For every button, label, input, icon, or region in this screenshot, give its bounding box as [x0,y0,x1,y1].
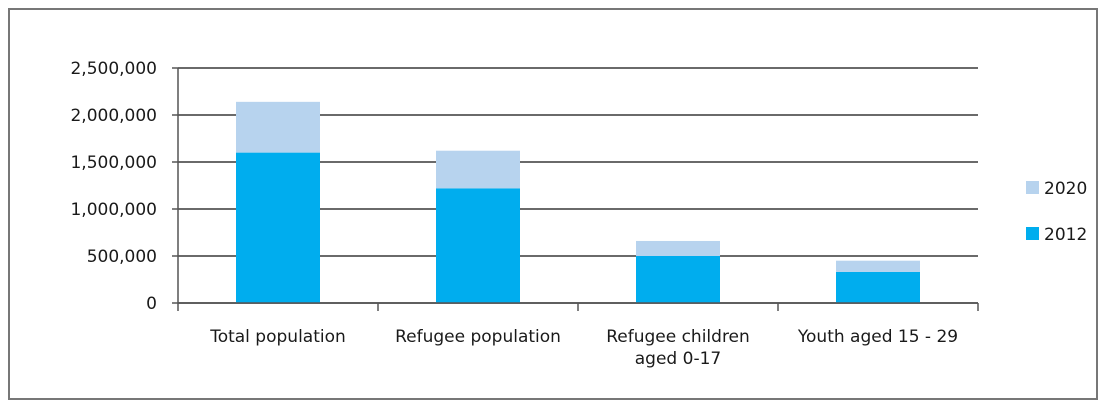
bar-2012 [836,271,920,303]
bar-2020 [236,101,320,153]
y-tick-label: 2,000,000 [70,106,157,126]
legend-swatch-2012 [1026,227,1039,240]
y-tick-label: 2,500,000 [70,59,157,79]
x-category-label: Youth aged 15 - 29 [797,327,958,347]
x-category-label: aged 0-17 [635,349,721,369]
x-category-labels: Total population Refugee population Refuge… [209,327,958,369]
bar-2012 [436,188,520,303]
legend-label-2020: 2020 [1044,179,1087,199]
y-tick-label: 1,500,000 [70,153,157,173]
legend-swatch-2020 [1026,181,1039,194]
bars [236,101,920,303]
bar-2020 [836,260,920,272]
x-category-label: Total population [209,327,346,347]
bar-2012 [236,152,320,303]
legend: 2020 2012 [1026,179,1087,245]
bar-2012 [636,256,720,303]
y-tick-label: 1,000,000 [70,200,157,220]
bar-2020 [436,150,520,189]
y-tick-labels: 0 500,000 1,000,000 1,500,000 2,000,000 2,500… [70,59,157,314]
chart-frame [8,8,1098,400]
y-tick-label: 0 [146,294,157,314]
x-category-label: Refugee children [606,327,750,347]
axes [172,67,979,311]
y-tick-label: 500,000 [87,247,157,267]
legend-label-2012: 2012 [1044,225,1087,245]
x-category-label: Refugee population [395,327,561,347]
bar-2020 [636,240,720,256]
